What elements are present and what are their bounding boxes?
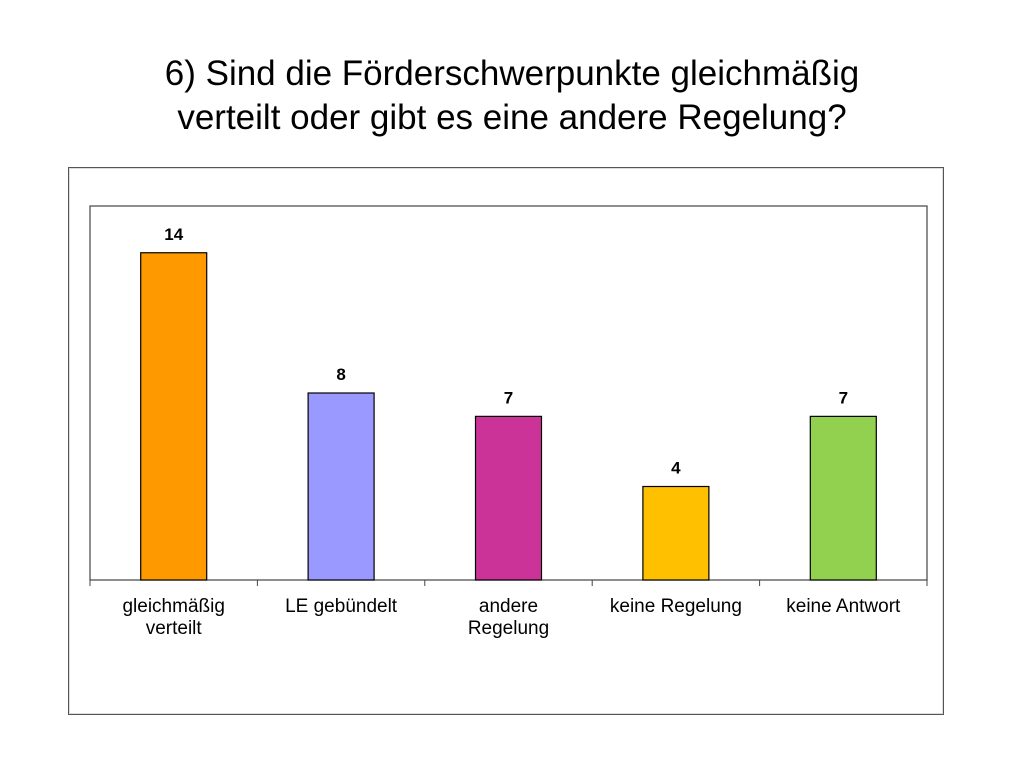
- x-tick-label: keine Antwort: [786, 596, 901, 617]
- data-label: 4: [671, 459, 681, 478]
- x-tick-label: Regelung: [468, 618, 549, 639]
- x-tick-label: keine Regelung: [610, 596, 742, 617]
- bar: [140, 252, 208, 581]
- x-tick-label: gleichmäßig: [122, 596, 224, 617]
- data-label: 7: [839, 388, 848, 407]
- data-label: 7: [504, 388, 513, 407]
- x-tick-label: LE gebündelt: [285, 596, 398, 617]
- x-tick-label: verteilt: [146, 618, 203, 639]
- bar: [809, 415, 877, 581]
- x-tick-label: andere: [479, 596, 538, 617]
- bars-group: [140, 252, 877, 581]
- slide-title: 6) Sind die Förderschwerpunkte gleichmäß…: [0, 52, 1024, 140]
- title-line-1: 6) Sind die Förderschwerpunkte gleichmäß…: [164, 54, 860, 93]
- data-label: 8: [336, 365, 345, 384]
- data-labels-group: 14 8 7 4 7: [164, 225, 848, 478]
- title-line-2: verteilt oder gibt es eine andere Regelu…: [177, 98, 847, 137]
- x-axis-ticks: [89, 580, 928, 586]
- bar: [474, 415, 543, 581]
- data-label: 14: [164, 225, 183, 244]
- bar: [642, 485, 710, 581]
- chart-frame: [68, 167, 944, 715]
- bar: [307, 392, 375, 581]
